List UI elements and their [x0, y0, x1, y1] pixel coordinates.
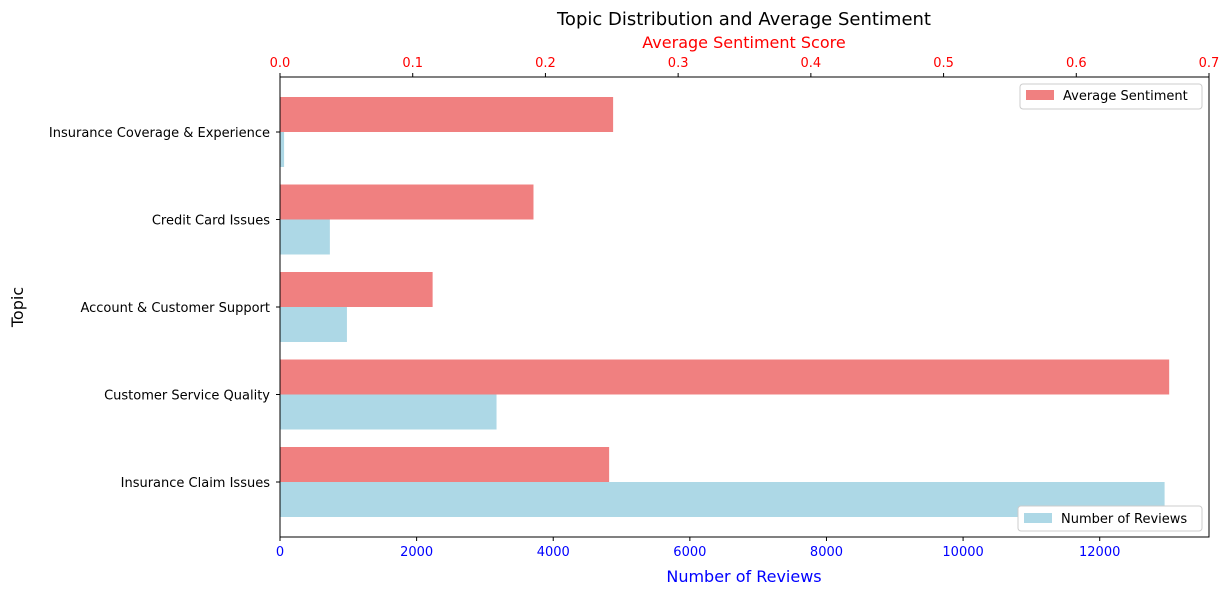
top-axis-ticks: 0.0 0.1 0.2 0.3 0.4 0.5 0.6 0.7: [270, 56, 1220, 77]
legend-swatch-number-of-reviews: [1024, 513, 1052, 523]
bottom-axis-label: Number of Reviews: [666, 567, 821, 586]
top-tick-label: 0.0: [270, 56, 291, 71]
legend-swatch-average-sentiment: [1026, 90, 1054, 100]
bottom-tick-label: 10000: [942, 545, 983, 560]
legend-label-number-of-reviews: Number of Reviews: [1061, 512, 1187, 527]
category-label: Customer Service Quality: [104, 389, 270, 404]
category-label: Insurance Coverage & Experience: [49, 126, 270, 141]
bottom-tick-label: 12000: [1079, 545, 1120, 560]
bottom-tick-label: 6000: [673, 545, 706, 560]
legend-average-sentiment: Average Sentiment: [1019, 83, 1203, 110]
bar-number-of-reviews: [280, 307, 347, 342]
bar-average-sentiment: [280, 272, 433, 307]
top-tick-label: 0.4: [801, 56, 822, 71]
legend-box: [1017, 505, 1203, 532]
top-tick-label: 0.1: [402, 56, 423, 71]
bottom-tick-label: 4000: [537, 545, 570, 560]
bottom-tick-label: 2000: [400, 545, 433, 560]
category-ticks: Insurance Claim Issues Customer Service Q…: [49, 126, 280, 491]
category-label: Credit Card Issues: [152, 214, 270, 229]
plot-frame: [279, 76, 1210, 538]
bottom-tick-label: 8000: [810, 545, 843, 560]
bar-number-of-reviews: [280, 219, 330, 255]
bottom-axis-ticks: 0 2000 4000 6000 8000 10000 12000: [276, 537, 1120, 560]
bar-average-sentiment: [280, 447, 610, 482]
top-tick-label: 0.5: [933, 56, 954, 71]
category-label: Insurance Claim Issues: [121, 476, 271, 491]
top-axis-label: Average Sentiment Score: [642, 33, 845, 52]
bar-number-of-reviews: [280, 394, 497, 430]
bar-number-of-reviews: [280, 482, 1165, 517]
top-tick-label: 0.6: [1066, 56, 1087, 71]
legend-box: [1019, 83, 1203, 110]
bottom-tick-label: 0: [276, 545, 284, 560]
bar-average-sentiment: [280, 359, 1170, 395]
top-tick-label: 0.3: [668, 56, 689, 71]
top-tick-label: 0.2: [535, 56, 556, 71]
top-tick-label: 0.7: [1199, 56, 1220, 71]
bar-average-sentiment: [280, 97, 614, 132]
bars-layer: [280, 97, 1170, 517]
legend-label-average-sentiment: Average Sentiment: [1063, 89, 1188, 104]
y-axis-label: Topic: [8, 287, 27, 328]
legend-number-of-reviews: Number of Reviews: [1017, 505, 1203, 532]
bar-number-of-reviews: [280, 132, 285, 167]
chart-title: Topic Distribution and Average Sentiment: [556, 9, 931, 30]
category-label: Account & Customer Support: [80, 301, 270, 316]
bar-average-sentiment: [280, 184, 534, 220]
